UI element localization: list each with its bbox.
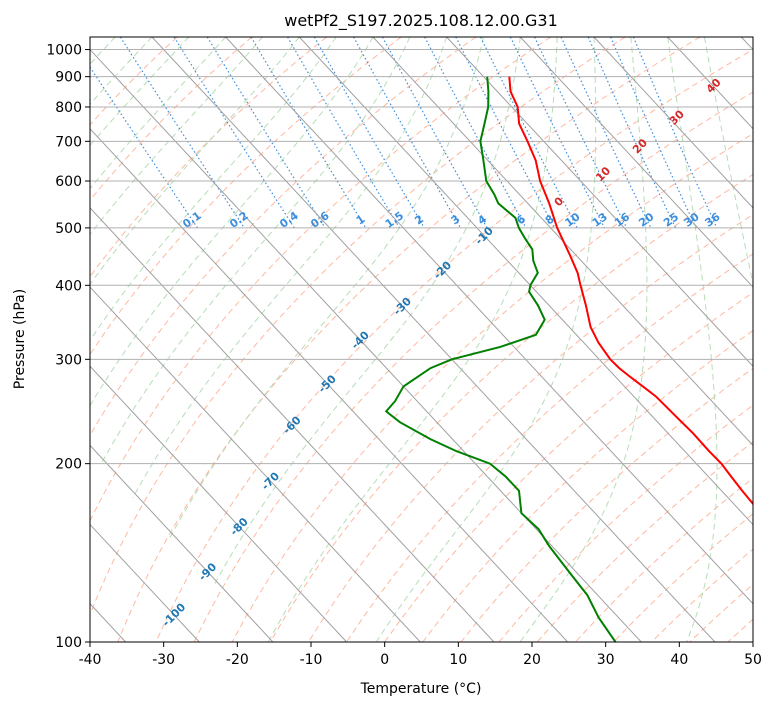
y-tick-label: 700 xyxy=(55,134,82,150)
x-axis-label: Temperature (°C) xyxy=(360,681,482,697)
chart-title: wetPf2_S197.2025.108.12.00.G31 xyxy=(284,11,558,31)
x-tick-label: 50 xyxy=(744,652,762,668)
y-tick-label: 300 xyxy=(55,352,82,368)
x-tick-label: 20 xyxy=(523,652,541,668)
x-tick-label: -40 xyxy=(79,652,102,668)
x-tick-label: 0 xyxy=(380,652,389,668)
y-tick-label: 800 xyxy=(55,100,82,116)
y-axis-label: Pressure (hPa) xyxy=(12,289,28,389)
y-tick-label: 600 xyxy=(55,174,82,190)
x-tick-label: 40 xyxy=(670,652,688,668)
y-tick-label: 100 xyxy=(55,635,82,651)
y-tick-label: 900 xyxy=(55,70,82,86)
y-tick-label: 500 xyxy=(55,221,82,237)
y-tick-label: 200 xyxy=(55,457,82,473)
y-tick-label: 400 xyxy=(55,278,82,294)
y-tick-label: 1000 xyxy=(46,43,82,59)
x-tick-label: -20 xyxy=(226,652,249,668)
x-tick-label: -10 xyxy=(300,652,323,668)
x-tick-label: -30 xyxy=(152,652,175,668)
x-tick-label: 30 xyxy=(597,652,615,668)
x-tick-label: 10 xyxy=(449,652,467,668)
